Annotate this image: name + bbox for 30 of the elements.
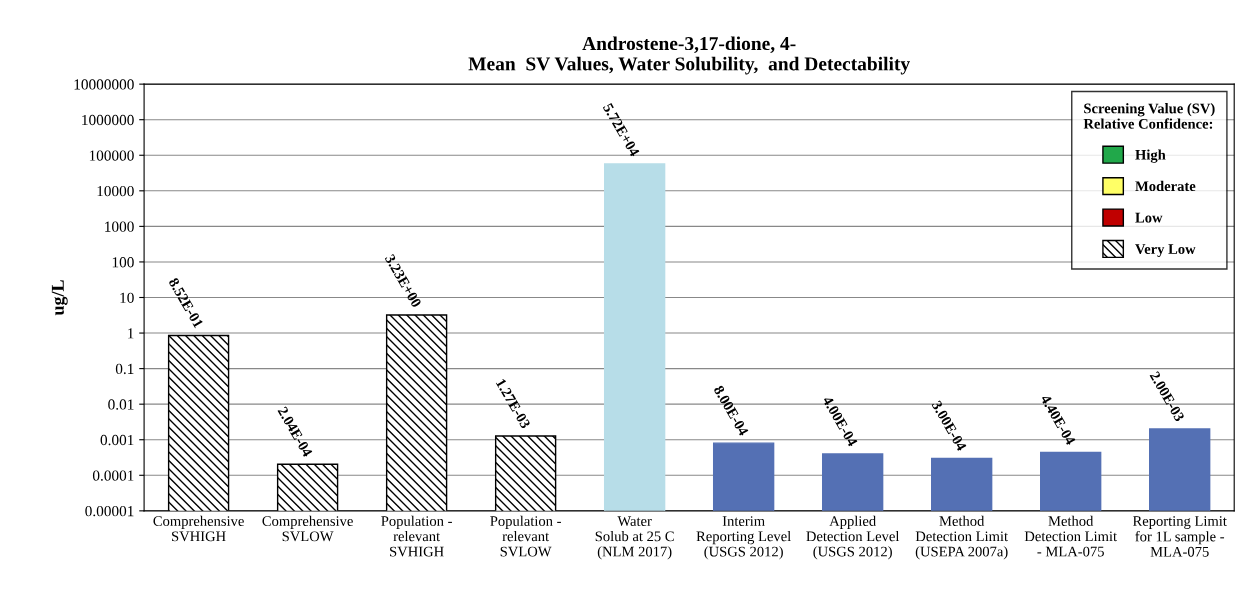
legend-label: Low (1135, 212, 1163, 223)
x-tick-label: Water Solub at 25 C (NLM 2017) (595, 516, 674, 560)
x-tick-label: Interim Reporting Level (USGS 2012) (696, 516, 791, 560)
legend-label: Moderate (1135, 180, 1196, 192)
y-tick-label: 10000 (97, 185, 134, 197)
chart-title: Androstene-3,17-dione, 4- Mean SV Values, Water Solubility, and Detectability (468, 36, 910, 75)
y-tick-label: 1000 (105, 221, 134, 232)
y-tick-label: 0.1 (115, 363, 134, 375)
x-tick-label: Comprehensive SVLOW (262, 515, 353, 542)
x-tick-label: Method Detection Limit (USEPA 2007a) (915, 515, 1008, 560)
y-tick-label: 0.01 (108, 399, 134, 410)
y-tick-label: 10000000 (74, 79, 134, 90)
legend-label: Very Low (1135, 244, 1196, 257)
y-axis-title: ug/L (51, 280, 68, 316)
y-tick-label: 0.001 (100, 434, 134, 446)
x-tick-label: Applied Detection Level (USGS 2012) (806, 515, 900, 560)
x-tick-label: Comprehensive SVHIGH (153, 515, 244, 542)
y-tick-label: 0.0001 (92, 470, 134, 481)
y-tick-label: 100000 (89, 150, 134, 161)
y-tick-label: 1000000 (82, 114, 134, 126)
legend-label: High (1135, 149, 1166, 163)
x-tick-label: Population - relevant SVHIGH (381, 515, 452, 557)
x-tick-label: Method Detection Limit - MLA-075 (1024, 515, 1117, 557)
y-tick-label: 10 (120, 292, 134, 303)
legend-title: Screening Value (SV) Relative Confidence: (1083, 103, 1215, 129)
y-tick-label: 0.00001 (85, 505, 134, 517)
x-tick-label: Reporting Limit for 1L sample - MLA-075 (1132, 516, 1227, 557)
x-tick-label: Population - relevant SVLOW (490, 515, 561, 557)
y-tick-label: 1 (128, 328, 134, 339)
y-tick-label: 100 (112, 257, 134, 268)
